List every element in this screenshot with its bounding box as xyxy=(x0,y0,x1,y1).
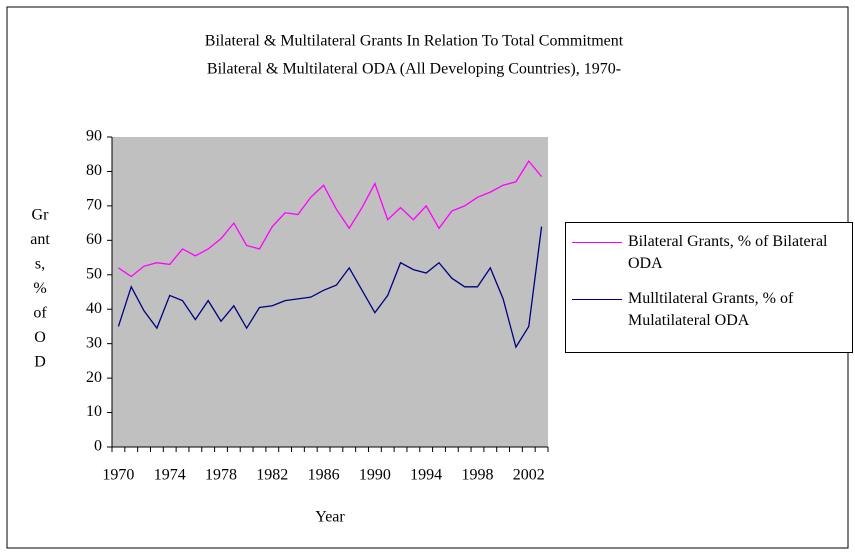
y-axis-label: O xyxy=(34,329,46,346)
x-tick-label: 1974 xyxy=(154,467,186,484)
legend: Bilateral Grants, % of Bilateral ODA Mull… xyxy=(565,222,853,353)
legend-label: Bilateral Grants, % of Bilateral ODA xyxy=(628,233,828,272)
x-tick-label: 1990 xyxy=(359,467,391,484)
x-tick-label: 1978 xyxy=(205,467,237,484)
x-tick-label: 1986 xyxy=(308,467,340,484)
y-tick-label: 10 xyxy=(86,403,102,420)
y-axis-label: Gr xyxy=(32,207,50,224)
y-tick-label: 90 xyxy=(86,128,102,145)
y-axis-label: of xyxy=(33,305,47,322)
y-axis-label: ant xyxy=(30,231,50,248)
x-tick-label: 1994 xyxy=(410,467,442,484)
chart-title: Bilateral & Multilateral Grants In Relat… xyxy=(205,33,624,50)
y-tick-label: 40 xyxy=(86,300,102,317)
legend-swatch xyxy=(572,299,622,300)
y-axis-label: s, xyxy=(35,256,45,273)
series-line xyxy=(117,226,543,349)
x-tick-label: 2002 xyxy=(513,467,545,484)
x-tick-label: 1998 xyxy=(461,467,493,484)
y-axis-label: D xyxy=(34,354,46,371)
y-tick-label: 70 xyxy=(86,197,102,214)
chart-subtitle: Bilateral & Multilateral ODA (All Develo… xyxy=(207,61,621,78)
y-tick-label: 80 xyxy=(86,162,102,179)
legend-swatch xyxy=(572,242,622,243)
y-tick-label: 30 xyxy=(86,334,102,351)
y-tick-label: 50 xyxy=(86,265,102,282)
series-line xyxy=(118,159,543,278)
y-axis-label: % xyxy=(33,280,46,297)
y-tick-label: 60 xyxy=(86,231,102,248)
x-tick-label: 1982 xyxy=(256,467,288,484)
y-tick-label: 0 xyxy=(94,438,102,455)
x-axis-label: Year xyxy=(315,509,345,526)
legend-label: Mulltilateral Grants, % of Mulatilateral… xyxy=(628,290,794,329)
y-tick-label: 20 xyxy=(86,369,102,386)
plot-area xyxy=(112,137,548,447)
x-tick-label: 1970 xyxy=(102,467,134,484)
